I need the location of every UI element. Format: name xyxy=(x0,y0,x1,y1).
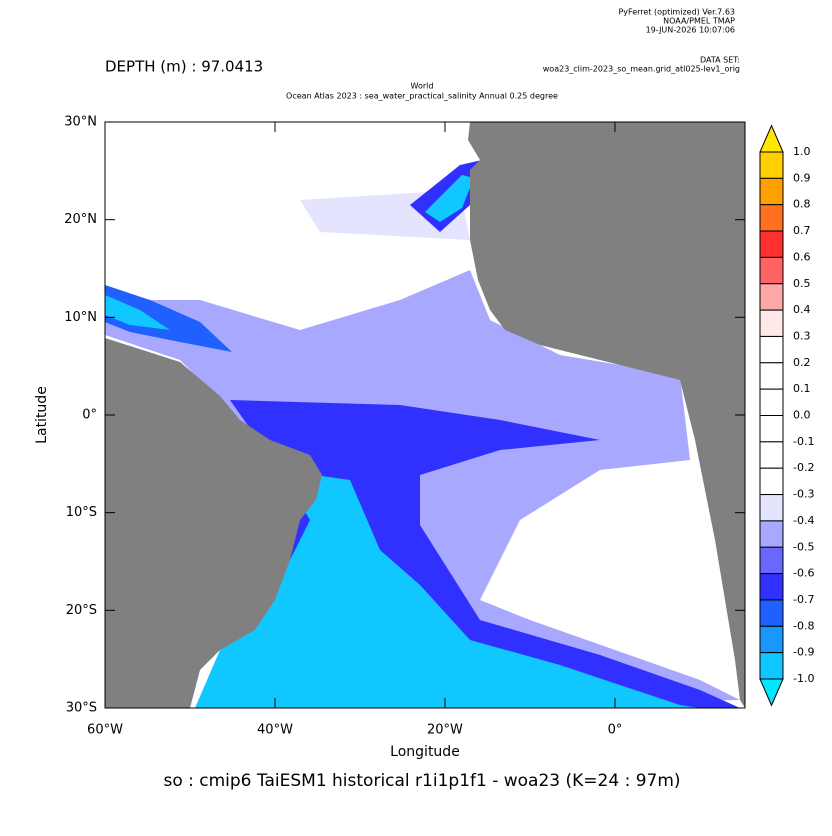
colorbar-label: -0.1 xyxy=(793,435,814,448)
colorbar-label: -0.3 xyxy=(793,488,814,501)
y-tick-label: 30°N xyxy=(64,115,97,130)
field-region xyxy=(530,470,730,650)
x-tick-label: 20°W xyxy=(427,723,463,738)
colorbar-label: -0.5 xyxy=(793,540,814,553)
colorbar-label: 0.4 xyxy=(793,303,811,316)
colorbar-label: -0.6 xyxy=(793,567,814,580)
field-region xyxy=(195,470,700,708)
x-tick-label: 60°W xyxy=(87,723,123,738)
colorbar-box xyxy=(759,309,784,337)
colorbar-label: -0.7 xyxy=(793,593,814,606)
colorbar-label: 1.0 xyxy=(793,145,811,158)
x-tick-label: 0° xyxy=(608,723,623,738)
field-region xyxy=(105,270,740,708)
colorbar-label: 0.6 xyxy=(793,250,811,263)
colorbar-box xyxy=(759,494,784,522)
colorbar-box xyxy=(759,151,784,179)
colorbar-label: -1.0 xyxy=(793,672,814,685)
colorbar-label: 0.3 xyxy=(793,329,811,342)
colorbar-box xyxy=(759,652,784,680)
colorbar-label: 0.7 xyxy=(793,224,811,237)
colorbar-box xyxy=(759,335,784,364)
colorbar-label: -0.9 xyxy=(793,646,814,659)
colorbar-box xyxy=(759,388,784,416)
field-region xyxy=(105,295,170,330)
colorbar-label: 0.2 xyxy=(793,356,811,369)
land xyxy=(468,122,745,708)
colorbar-box xyxy=(759,467,784,496)
field-region xyxy=(105,285,232,352)
depth: DEPTH (m) : 97.0413 xyxy=(105,58,263,76)
y-tick-label: 30°S xyxy=(66,701,97,716)
colorbar-triangle xyxy=(759,678,784,707)
field-region xyxy=(425,175,474,222)
y-tick-label: 10°S xyxy=(66,505,97,520)
y-tick-label: 20°N xyxy=(64,212,97,227)
colorbar-box xyxy=(759,177,784,206)
colorbar-box xyxy=(759,573,784,601)
program: PyFerret (optimized) Ver.7.63 xyxy=(618,8,735,17)
title-line1: World xyxy=(411,82,434,91)
colorbar-box xyxy=(759,204,784,232)
colorbar-box xyxy=(759,441,784,469)
x-tick-label: 40°W xyxy=(257,723,293,738)
dataset: woa23_clim-2023_so_mean.grid_atl025-lev1… xyxy=(543,65,740,74)
footer: so : cmip6 TaiESM1 historical r1i1p1f1 -… xyxy=(163,771,680,791)
title-line2: Ocean Atlas 2023 : sea_water_practical_s… xyxy=(286,92,558,101)
colorbar-label: 0.0 xyxy=(793,409,811,422)
colorbar-label: 0.1 xyxy=(793,382,811,395)
colorbar-box xyxy=(759,546,784,575)
colorbar-box xyxy=(759,625,784,654)
colorbar-box xyxy=(759,520,784,548)
land xyxy=(105,338,322,708)
colorbar-label: 0.5 xyxy=(793,277,811,290)
org: NOAA/PMEL TMAP xyxy=(663,17,735,26)
colorbar-box xyxy=(759,415,784,443)
y-tick-label: 0° xyxy=(82,408,97,423)
colorbar-box xyxy=(759,599,784,627)
map-field xyxy=(105,122,745,708)
dataset-label: DATA SET: xyxy=(700,56,740,65)
colorbar-triangle xyxy=(759,124,784,153)
y-axis-label: Latitude xyxy=(34,386,50,444)
colorbar-box xyxy=(759,256,784,285)
date: 19-JUN-2026 10:07:06 xyxy=(646,26,735,35)
colorbar-box xyxy=(759,362,784,390)
colorbar-label: -0.4 xyxy=(793,514,814,527)
colorbar-label: -0.2 xyxy=(793,461,814,474)
colorbar-box xyxy=(759,283,784,311)
colorbar-box xyxy=(759,230,784,258)
colorbar-label: 0.8 xyxy=(793,198,811,211)
colorbar-label: -0.8 xyxy=(793,619,814,632)
y-tick-label: 20°S xyxy=(66,603,97,618)
x-axis-label: Longitude xyxy=(390,744,460,760)
y-tick-label: 10°N xyxy=(64,310,97,325)
colorbar-label: 0.9 xyxy=(793,171,811,184)
